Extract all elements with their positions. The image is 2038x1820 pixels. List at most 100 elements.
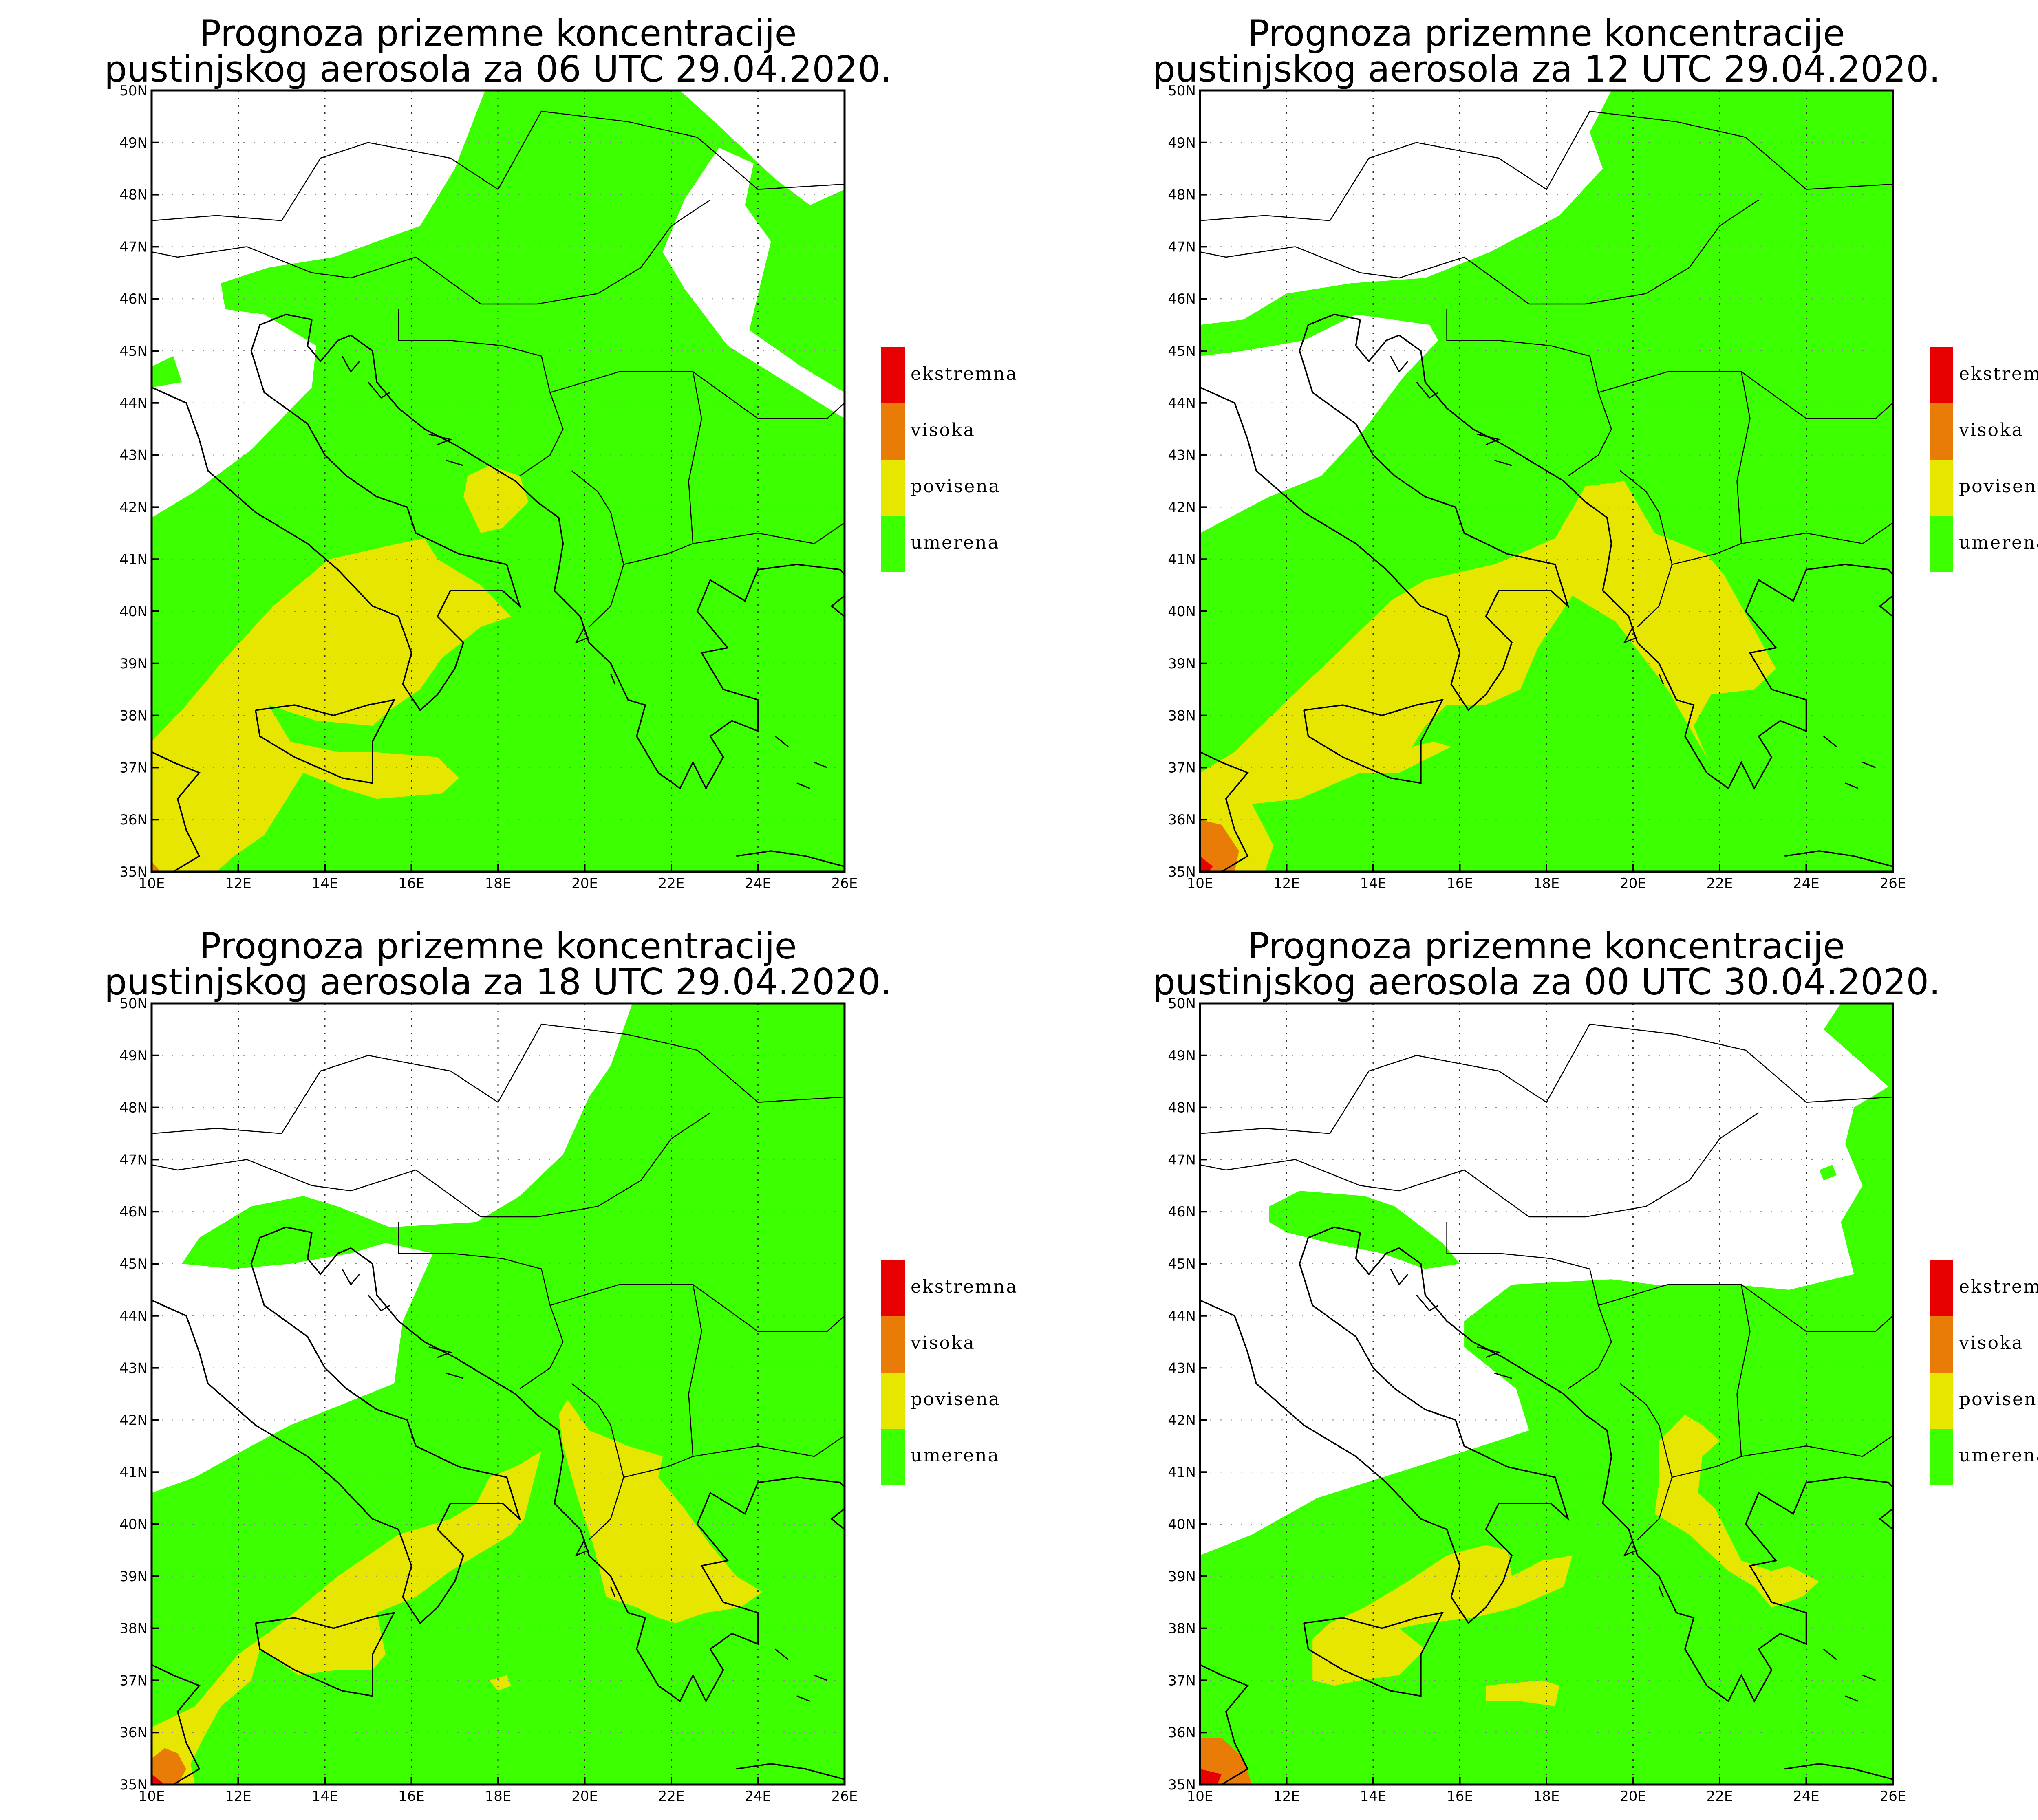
country-border [550, 371, 702, 544]
x-tick-label: 24E [745, 875, 771, 892]
y-tick-label: 37N [1168, 760, 1196, 776]
country-border [152, 1023, 845, 1134]
country-border [623, 1435, 845, 1478]
island-outline [1658, 673, 1664, 685]
x-tick-label: 10E [1187, 875, 1213, 892]
concentration-field [1200, 1003, 1893, 1785]
y-tick-label: 36N [119, 1725, 148, 1741]
y-tick-label: 49N [119, 135, 148, 151]
concentration-field [152, 1003, 845, 1785]
y-tick-label: 40N [119, 1516, 148, 1533]
y-tick-label: 47N [1168, 1152, 1196, 1168]
y-tick-label: 39N [1168, 656, 1196, 672]
y-tick-label: 43N [1168, 1360, 1196, 1377]
coastline [152, 1226, 521, 1624]
map-panel-1: Prognoza prizemne koncentracijepustinjsk… [104, 12, 1017, 892]
x-tick-label: 18E [485, 1788, 512, 1805]
y-tick-label: 44N [1168, 1308, 1196, 1324]
country-border [311, 199, 711, 305]
y-tick-label: 38N [1168, 708, 1196, 724]
y-tick-label: 37N [1168, 1672, 1196, 1689]
coastline [1355, 319, 1893, 790]
x-tick-label: 20E [1620, 875, 1646, 892]
area-ekstremna [152, 1774, 165, 1785]
coastline [307, 319, 845, 790]
legend-swatch-visoka [881, 403, 905, 460]
island-outline [428, 434, 453, 445]
legend-swatch-ekstremna [1930, 1260, 1953, 1316]
island-outline [610, 673, 616, 685]
coastline [255, 1611, 396, 1697]
y-tick-label: 35N [1168, 864, 1196, 880]
country-border [1200, 1159, 1361, 1186]
y-tick-label: 48N [119, 187, 148, 203]
coastline [1200, 751, 1249, 872]
x-tick-label: 14E [312, 875, 338, 892]
island-outline [1494, 1372, 1512, 1379]
coastline [152, 313, 521, 712]
country-border [1360, 1112, 1759, 1218]
legend-label-visoka: visoka [910, 420, 975, 441]
map-panel-3: Prognoza prizemne koncentracijepustinjsk… [104, 925, 1017, 1805]
coastline [255, 698, 396, 784]
country-border [1619, 470, 1673, 628]
y-tick-label: 43N [119, 1360, 148, 1377]
x-tick-label: 22E [1707, 875, 1733, 892]
y-tick-label: 35N [119, 864, 148, 880]
graticule [152, 90, 845, 872]
y-tick-label: 39N [119, 656, 148, 672]
x-tick-label: 24E [1793, 875, 1820, 892]
y-tick-label: 45N [119, 343, 148, 359]
y-tick-label: 38N [119, 708, 148, 724]
x-tick-label: 20E [1620, 1788, 1646, 1805]
y-tick-label: 38N [1168, 1621, 1196, 1637]
legend-swatch-povisena [881, 1373, 905, 1429]
coastline [1303, 1611, 1444, 1697]
y-tick-label: 47N [1168, 239, 1196, 255]
country-border [693, 371, 845, 419]
island-outline [814, 762, 828, 768]
country-border [1619, 1383, 1673, 1540]
y-tick-label: 46N [1168, 291, 1196, 307]
island-outline [1845, 1695, 1859, 1702]
island-outline [342, 356, 360, 373]
island-outline [796, 1695, 810, 1702]
legend-swatch-povisena [1930, 1373, 1953, 1429]
area-umerena [152, 356, 182, 388]
map-title-line1: Prognoza prizemne koncentracije [1248, 925, 1845, 967]
country-border [1200, 1023, 1893, 1134]
country-border [152, 1159, 312, 1186]
legend-label-visoka: visoka [1959, 420, 2024, 441]
x-tick-label: 14E [1360, 1788, 1387, 1805]
y-tick-label: 46N [119, 291, 148, 307]
graticule [1200, 90, 1893, 872]
island-outline [1862, 1675, 1876, 1681]
legend-label-povisena: povisena [1959, 1389, 2038, 1410]
legend-swatch-ekstremna [881, 1260, 905, 1316]
x-tick-label: 10E [139, 1788, 165, 1805]
y-tick-label: 48N [1168, 1100, 1196, 1116]
y-tick-label: 50N [119, 83, 148, 99]
x-tick-label: 26E [832, 1788, 858, 1805]
island-outline [368, 1294, 390, 1311]
legend-label-povisena: povisena [1959, 476, 2038, 497]
y-tick-label: 45N [1168, 1256, 1196, 1272]
x-tick-label: 20E [571, 1788, 598, 1805]
legend-label-umerena: umerena [911, 532, 1000, 553]
x-tick-label: 12E [1273, 1788, 1300, 1805]
x-tick-label: 12E [225, 1788, 251, 1805]
area-povisena [489, 1675, 511, 1691]
island-outline [1416, 1294, 1439, 1311]
island-outline [428, 1346, 453, 1358]
legend-label-umerena: umerena [1959, 1445, 2038, 1466]
y-tick-label: 40N [1168, 604, 1196, 620]
x-tick-label: 16E [1447, 875, 1473, 892]
y-tick-label: 46N [119, 1204, 148, 1220]
graticule [1200, 1003, 1893, 1785]
y-tick-label: 41N [1168, 1464, 1196, 1481]
legend-label-ekstremna: ekstremna [1959, 364, 2038, 384]
y-tick-label: 40N [1168, 1516, 1196, 1533]
legend-label-visoka: visoka [1959, 1333, 2024, 1353]
area-visoka [1200, 820, 1239, 872]
